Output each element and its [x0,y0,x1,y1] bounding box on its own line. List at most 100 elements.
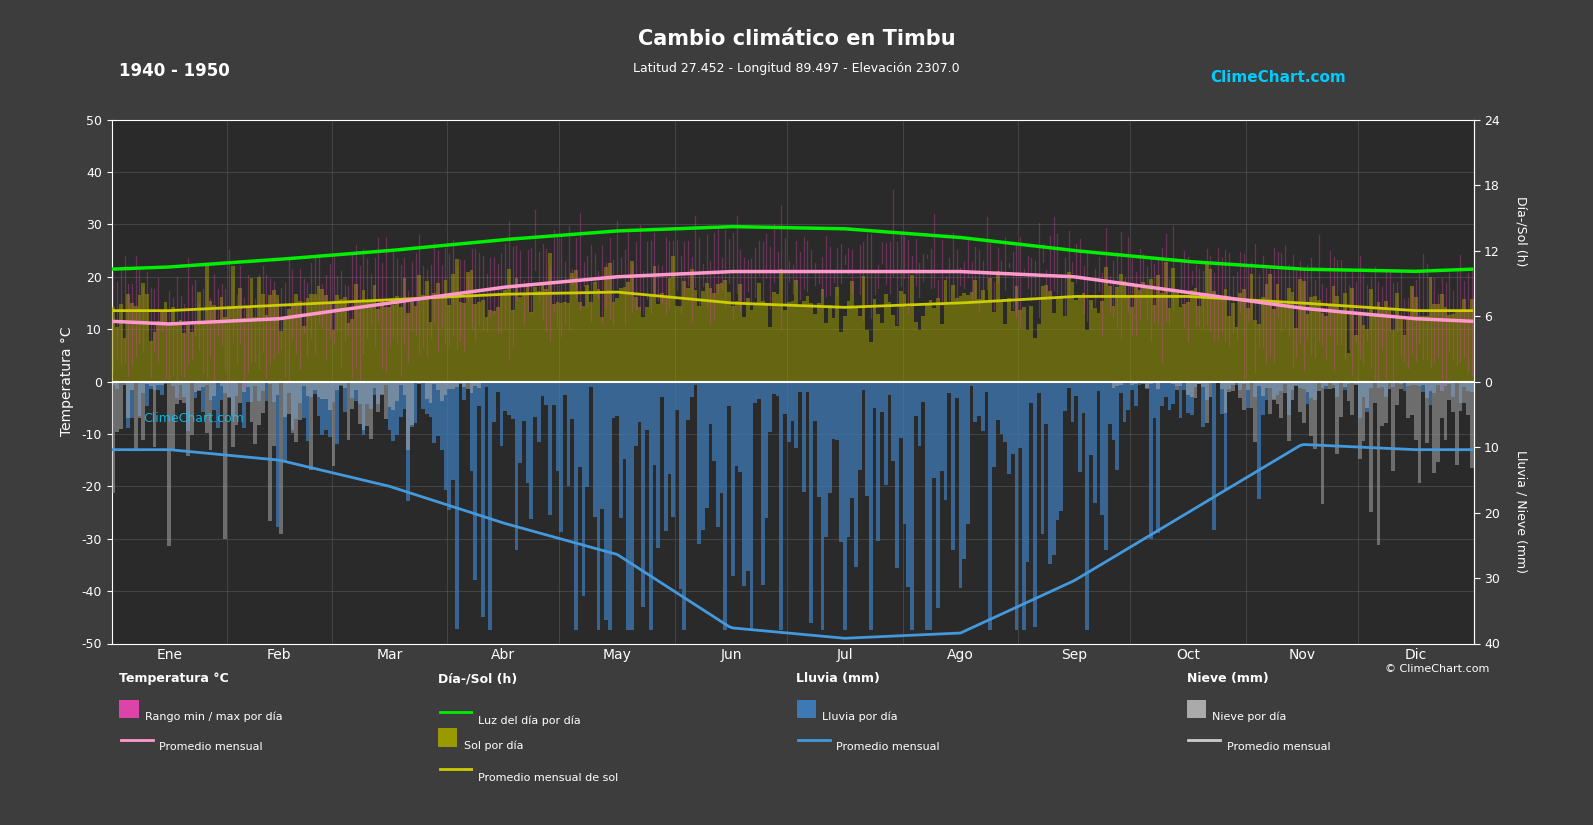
Bar [645,381,648,430]
Bar [723,381,728,630]
Bar [1368,381,1373,512]
Bar [336,381,339,445]
Bar [1407,381,1410,418]
Bar [1034,338,1037,381]
Bar [398,381,403,417]
Bar [170,381,175,451]
Bar [470,381,473,393]
Bar [1298,381,1301,388]
Bar [1466,309,1470,381]
Bar [134,381,137,449]
Bar [578,302,581,381]
Bar [1182,304,1187,381]
Bar [370,381,373,439]
Bar [988,381,992,630]
Bar [1243,381,1246,409]
Bar [425,381,429,398]
Bar [112,308,115,381]
Bar [537,381,540,441]
Bar [742,381,746,586]
Bar [1093,381,1096,503]
Bar [1018,310,1023,381]
Bar [484,317,489,381]
Bar [1362,325,1365,381]
Bar [350,381,354,398]
Bar [178,381,183,399]
Bar [529,312,534,381]
Bar [534,381,537,417]
Bar [1429,381,1432,391]
Bar [559,304,562,381]
Bar [1448,315,1451,381]
Bar [1395,293,1399,381]
Bar [470,270,473,381]
Bar [895,381,898,568]
Bar [753,381,757,403]
Bar [929,300,932,381]
Bar [290,306,295,381]
Bar [1410,381,1415,416]
Bar [403,278,406,381]
Bar [381,381,384,394]
Bar [317,285,320,381]
Bar [765,381,768,517]
Bar [137,381,142,416]
Bar [887,381,892,395]
Bar [1129,381,1134,385]
Bar [209,381,212,450]
Bar [1137,290,1142,381]
Bar [507,381,511,415]
Bar [679,381,682,588]
Bar [832,381,835,439]
Bar [973,381,977,422]
Bar [148,341,153,381]
Bar [414,381,417,422]
Bar [1384,301,1388,381]
Bar [779,270,784,381]
Bar [1215,298,1220,381]
Bar [1402,335,1407,381]
Bar [1026,330,1029,381]
Bar [417,381,421,384]
Bar [126,381,131,418]
Bar [892,315,895,381]
Bar [660,381,664,397]
Bar [1376,303,1380,381]
Bar [443,280,448,381]
Bar [1004,381,1007,442]
Bar [287,381,290,414]
Bar [1238,381,1243,390]
Bar [910,275,914,381]
Bar [1313,381,1317,399]
Bar [115,381,119,389]
Bar [981,381,984,431]
Bar [358,381,362,403]
Bar [742,317,746,381]
Bar [462,381,467,387]
Bar [148,381,153,389]
Bar [451,381,456,389]
Bar [631,381,634,630]
Bar [1034,381,1037,627]
Bar [824,323,828,381]
Bar [809,303,812,381]
Bar [1220,381,1223,389]
Bar [272,290,276,381]
Bar [1340,381,1343,417]
Bar [432,381,436,443]
Bar [626,282,631,381]
Bar [682,381,687,630]
Bar [436,283,440,381]
Bar [425,281,429,381]
Bar [992,381,996,467]
Bar [317,381,320,397]
Bar [892,381,895,461]
Bar [921,316,926,381]
Bar [451,274,456,381]
Bar [1440,381,1443,391]
Bar [1179,307,1182,381]
Bar [671,381,675,517]
Bar [1462,381,1466,403]
Bar [1231,304,1235,381]
Bar [887,302,892,381]
